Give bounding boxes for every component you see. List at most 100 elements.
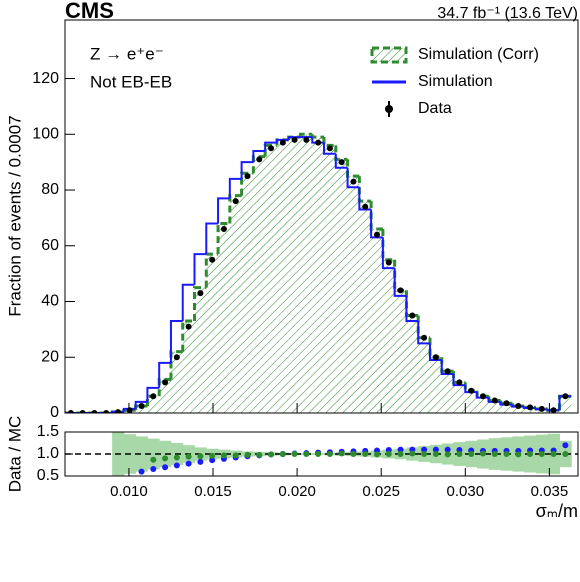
data-point	[256, 156, 263, 163]
bar	[382, 259, 395, 413]
step	[264, 141, 277, 151]
bar	[559, 396, 572, 413]
data-point	[232, 198, 239, 205]
data-point	[362, 203, 369, 210]
data-point	[444, 368, 451, 375]
legend-label: Simulation	[418, 73, 493, 90]
data-point	[303, 136, 310, 143]
bar	[300, 134, 313, 413]
bar	[276, 139, 289, 413]
data-point	[550, 407, 557, 413]
main-plot	[65, 132, 572, 413]
y-tick-label: 20	[41, 348, 59, 365]
x-tick-label: 0.020	[278, 483, 316, 500]
data-point	[138, 403, 145, 410]
data-point	[103, 410, 110, 413]
data-point	[374, 231, 381, 238]
step	[146, 386, 160, 402]
data-point	[268, 145, 275, 152]
uncertainty-band	[147, 438, 160, 470]
data-point	[291, 136, 298, 143]
data-point	[244, 173, 251, 180]
bar	[288, 137, 301, 413]
ratio-point	[432, 451, 439, 457]
step	[417, 321, 430, 345]
bar	[147, 396, 160, 413]
bar	[359, 201, 372, 413]
bar	[441, 371, 454, 413]
step	[440, 360, 454, 375]
experiment: CMS	[65, 0, 114, 23]
y-tick-label: 80	[41, 181, 59, 198]
bar	[465, 390, 478, 413]
data-point	[527, 404, 534, 411]
data-point	[538, 405, 545, 412]
bar	[488, 400, 501, 413]
bar	[159, 379, 171, 413]
data-point	[185, 323, 192, 330]
step	[205, 222, 219, 255]
step	[370, 209, 383, 239]
ratio-point	[197, 458, 204, 465]
ratio-point	[209, 452, 216, 459]
data-point	[409, 312, 416, 319]
data-point	[338, 159, 345, 166]
step	[134, 400, 148, 409]
y-tick-label: 120	[32, 70, 59, 87]
bar	[394, 290, 407, 413]
x-tick-label: 0.010	[110, 483, 148, 500]
bar-outline	[322, 137, 336, 147]
step	[334, 153, 348, 169]
ratio-point	[150, 465, 157, 472]
data-point	[67, 410, 74, 413]
ratio-point	[303, 451, 310, 457]
x-tick-label: 0.015	[194, 483, 232, 500]
step	[381, 237, 395, 270]
data-point	[197, 290, 204, 297]
ratio-point	[374, 451, 381, 458]
ratio-point	[562, 442, 569, 449]
ratio-point	[244, 451, 251, 458]
bar-outline	[404, 290, 419, 317]
data-point	[456, 379, 463, 386]
ratio-point	[138, 468, 145, 475]
ratio-plot	[65, 432, 578, 476]
ratio-point	[220, 452, 227, 459]
step	[452, 373, 466, 387]
annotation: Z → e⁺e⁻	[90, 44, 164, 63]
step	[405, 295, 419, 323]
ratio-point	[397, 451, 404, 457]
x-tick-label: 0.035	[531, 483, 569, 500]
data-point	[209, 256, 216, 263]
data-point	[479, 393, 486, 400]
legend-label: Simulation (Corr)	[418, 46, 539, 63]
bar-outline	[346, 159, 360, 178]
data-point	[173, 354, 180, 361]
x-tick-label: 0.030	[447, 483, 485, 500]
bar	[312, 137, 325, 413]
ratio-point	[338, 450, 345, 457]
frame	[64, 19, 579, 414]
bar	[418, 337, 430, 413]
ratio-point	[162, 455, 169, 462]
ratio-point	[315, 451, 322, 457]
ratio-point	[421, 446, 428, 453]
step	[428, 343, 442, 362]
step	[169, 320, 183, 363]
data-point	[315, 139, 322, 146]
lumi: 34.7 fb⁻¹ (13.6 TeV)	[437, 5, 578, 22]
ratio-point	[362, 451, 369, 457]
bar-outline	[357, 176, 372, 203]
data-point	[385, 259, 392, 266]
ratio-point	[232, 452, 239, 459]
ratio-point	[456, 451, 463, 457]
bar	[241, 173, 254, 413]
bar	[477, 396, 489, 413]
ratio-point	[562, 451, 569, 457]
ratio-point	[515, 451, 522, 458]
ratio-point	[291, 451, 298, 457]
step	[158, 361, 171, 388]
ratio-point	[409, 450, 416, 457]
step	[252, 150, 266, 163]
y-tick-label: 100	[32, 125, 59, 142]
